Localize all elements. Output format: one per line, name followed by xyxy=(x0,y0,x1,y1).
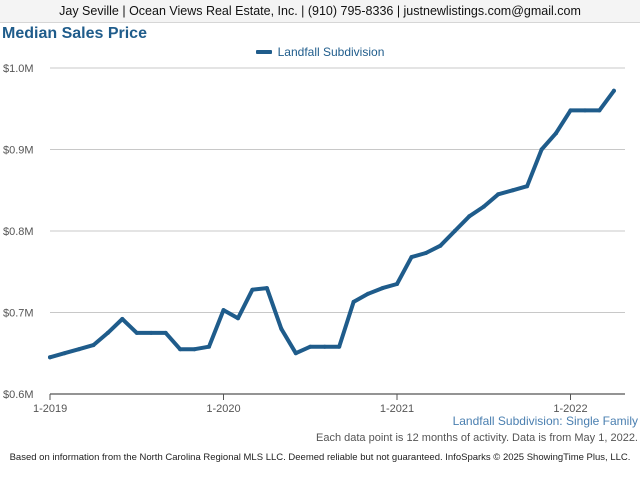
grid-layer xyxy=(50,67,625,395)
data-point xyxy=(568,108,573,113)
data-point xyxy=(423,251,428,255)
header-bar: Jay Seville | Ocean Views Real Estate, I… xyxy=(0,0,640,23)
data-point xyxy=(395,282,399,286)
legend: Landfall Subdivision xyxy=(0,45,640,59)
legend-label: Landfall Subdivision xyxy=(277,45,385,59)
y-tick-label: $0.7M xyxy=(3,308,34,320)
data-point xyxy=(279,326,284,331)
data-point xyxy=(481,204,486,209)
data-point xyxy=(293,351,298,356)
data-point xyxy=(149,330,154,335)
data-point xyxy=(178,347,183,352)
x-tick-label: 1-2019 xyxy=(33,403,67,415)
y-tick-label: $1.0M xyxy=(3,63,34,75)
data-point xyxy=(120,317,125,321)
data-point xyxy=(250,287,255,292)
data-point xyxy=(308,344,313,349)
data-point xyxy=(264,286,269,291)
data-point xyxy=(366,291,371,296)
data-point xyxy=(611,88,616,93)
x-tick-label: 1-2020 xyxy=(206,403,240,415)
data-point xyxy=(496,192,501,197)
legend-swatch xyxy=(255,50,272,54)
series-caption: Landfall Subdivision: Single Family xyxy=(452,414,638,428)
data-point xyxy=(467,214,472,219)
data-point xyxy=(380,286,385,291)
data-point xyxy=(62,351,67,356)
data-point xyxy=(192,347,197,352)
footer-disclaimer: Based on information from the North Caro… xyxy=(9,452,631,463)
data-point xyxy=(597,108,602,113)
y-tick-label: $0.8M xyxy=(3,226,34,238)
data-point xyxy=(105,330,110,335)
data-point xyxy=(337,344,342,349)
series-layer xyxy=(48,88,616,360)
chart-title: Median Sales Price xyxy=(2,25,147,42)
data-point xyxy=(91,343,96,348)
data-point xyxy=(554,131,558,136)
data-point xyxy=(236,316,240,321)
data-point xyxy=(409,255,414,260)
data-point xyxy=(207,344,211,349)
data-point xyxy=(438,243,443,248)
series-line xyxy=(48,88,616,360)
data-point xyxy=(221,308,226,313)
data-note: Each data point is 12 months of activity… xyxy=(315,432,638,444)
header-text: Jay Seville | Ocean Views Real Estate, I… xyxy=(59,4,581,18)
x-tick-label: 1-2021 xyxy=(380,403,414,415)
axis-layer: $1.0M $0.9M $0.8M $0.7M $0.6M 1-2019 1-2020 1-2… xyxy=(3,63,588,415)
data-point xyxy=(322,344,327,349)
data-point xyxy=(452,229,457,233)
data-point xyxy=(351,299,356,304)
data-point xyxy=(510,188,515,193)
x-tick-label: 1-2022 xyxy=(553,403,587,415)
data-point xyxy=(134,330,139,335)
y-tick-label: $0.9M xyxy=(3,145,34,157)
data-point xyxy=(539,147,544,152)
data-point xyxy=(583,108,587,113)
data-point xyxy=(76,347,81,352)
data-point xyxy=(525,184,530,189)
y-tick-label: $0.6M xyxy=(3,389,34,401)
data-point xyxy=(163,330,168,335)
data-point xyxy=(48,355,52,360)
